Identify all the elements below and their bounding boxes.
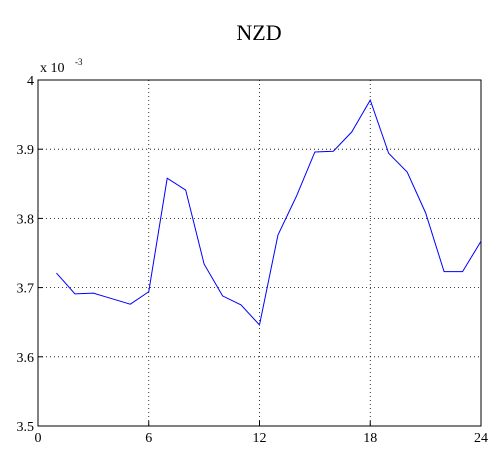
exponent-power: -3 — [75, 57, 83, 67]
x-tick-label: 12 — [253, 431, 267, 446]
y-tick-label: 4 — [27, 74, 34, 89]
x-tick-label: 0 — [35, 431, 42, 446]
x-tick-label: 18 — [363, 431, 377, 446]
y-tick-label: 3.8 — [17, 212, 35, 227]
y-tick-label: 3.7 — [17, 282, 35, 297]
y-tick-label: 3.5 — [17, 420, 35, 435]
data-line — [56, 98, 482, 327]
y-tick-label: 3.6 — [17, 351, 35, 366]
plot-box — [37, 79, 482, 427]
chart-title: NZD — [236, 20, 281, 45]
x-tick-label: 24 — [474, 431, 488, 446]
exponent-base: x 10 — [40, 61, 65, 76]
x-tick-label: 6 — [145, 431, 152, 446]
y-tick-label: 3.9 — [17, 143, 35, 158]
